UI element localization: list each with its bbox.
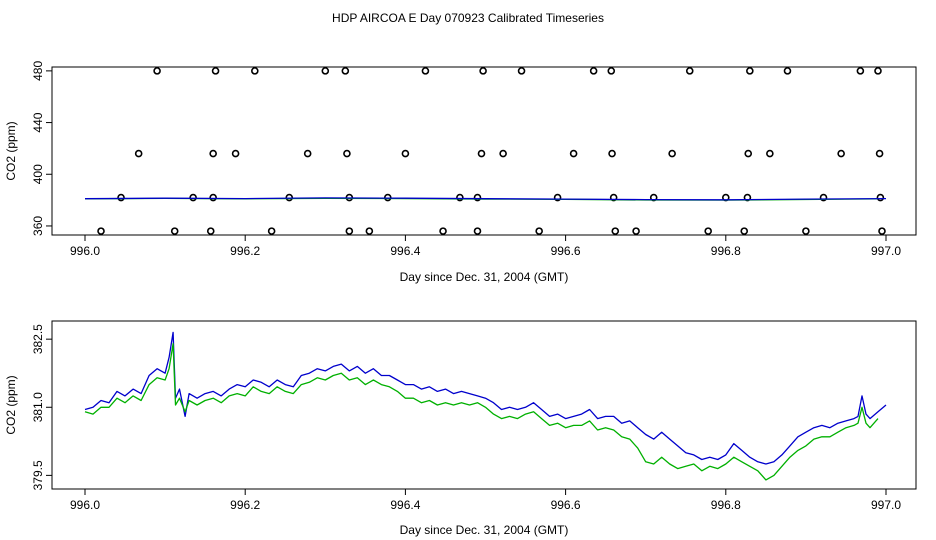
y-tick-label: 379.5 — [31, 460, 45, 490]
x-tick-label: 996.2 — [230, 498, 260, 512]
scatter-point — [345, 227, 354, 235]
scatter-point — [517, 67, 526, 75]
x-tick-label: 996.8 — [711, 498, 741, 512]
scatter-point — [802, 227, 810, 235]
scatter-point — [134, 149, 143, 158]
scatter-point — [668, 149, 676, 158]
scatter-point — [609, 193, 618, 202]
scatter-point — [267, 227, 276, 235]
y-tick-label: 400 — [31, 164, 45, 184]
top-panel-x-axis: 996.0 996.2 996.4 996.6 996.8 997.0 — [70, 235, 901, 258]
x-tick-label: 996.6 — [551, 498, 581, 512]
y-tick-label: 381.0 — [31, 392, 45, 422]
scatter-point — [170, 227, 179, 235]
blue-series-line — [84, 331, 887, 465]
top-panel-frame — [51, 66, 917, 236]
scatter-point — [632, 227, 640, 235]
scatter-point — [211, 67, 220, 75]
scatter-point — [251, 67, 259, 75]
scatter-point — [569, 149, 578, 158]
scatter-point — [231, 149, 240, 158]
scatter-point — [766, 149, 774, 158]
top-panel-y-axis: 360 400 440 480 — [31, 61, 52, 236]
scatter-point — [608, 149, 616, 158]
scatter-point — [553, 193, 562, 202]
y-tick-label: 440 — [31, 112, 45, 132]
scatter-point — [479, 67, 487, 75]
x-tick-label: 997.0 — [871, 244, 901, 258]
top-panel-series — [84, 67, 887, 235]
x-tick-label: 996.2 — [230, 244, 260, 258]
scatter-point — [499, 149, 507, 158]
scatter-point — [209, 193, 217, 202]
scatter-point — [704, 227, 712, 235]
x-tick-label: 997.0 — [871, 498, 901, 512]
scatter-point — [740, 227, 749, 235]
bottom-panel-y-axis: 379.5 381.0 382.5 — [31, 324, 52, 490]
bottom-panel: 996.0 996.2 996.4 996.6 996.8 997.0 379.5 381.… — [4, 320, 917, 537]
scatter-point — [343, 149, 351, 158]
bottom-panel-ylabel: CO2 (ppm) — [4, 375, 18, 434]
scatter-point — [856, 67, 865, 75]
scatter-point — [874, 67, 882, 75]
x-tick-label: 996.6 — [551, 244, 581, 258]
scatter-point — [589, 67, 598, 75]
scatter-point — [746, 67, 754, 75]
scatter-point — [303, 149, 312, 158]
scatter-point — [97, 227, 105, 235]
scatter-point — [685, 67, 694, 75]
scatter-point — [876, 193, 885, 202]
x-tick-label: 996.4 — [390, 244, 420, 258]
scatter-point — [439, 227, 447, 235]
figure-title: HDP AIRCOA E Day 070923 Calibrated Times… — [332, 11, 604, 25]
top-panel-ylabel: CO2 (ppm) — [4, 121, 18, 180]
bottom-panel-series — [84, 331, 887, 481]
scatter-point — [321, 67, 330, 75]
scatter-point — [875, 149, 884, 158]
scatter-point — [365, 227, 374, 235]
scatter-point — [535, 227, 543, 235]
green-series-line — [84, 343, 879, 481]
y-tick-label: 360 — [31, 216, 45, 236]
bottom-panel-frame — [51, 320, 917, 490]
scatter-point — [285, 193, 294, 202]
scatter-point — [456, 193, 464, 202]
y-tick-label: 480 — [31, 61, 45, 81]
scatter-point — [341, 67, 350, 75]
scatter-point — [473, 227, 482, 235]
scatter-point — [206, 227, 215, 235]
scatter-point — [117, 193, 125, 202]
scatter-point — [473, 193, 482, 202]
scatter-point — [477, 149, 486, 158]
scatter-point — [209, 149, 217, 158]
x-tick-label: 996.0 — [70, 498, 100, 512]
blue-series-line — [84, 197, 887, 201]
top-panel-xlabel: Day since Dec. 31, 2004 (GMT) — [400, 270, 569, 284]
scatter-point — [878, 227, 886, 235]
x-tick-label: 996.8 — [711, 244, 741, 258]
bottom-panel-x-axis: 996.0 996.2 996.4 996.6 996.8 997.0 — [70, 489, 901, 512]
scatter-point — [189, 193, 197, 202]
bottom-panel-xlabel: Day since Dec. 31, 2004 (GMT) — [400, 523, 569, 537]
scatter-point — [607, 67, 616, 75]
scatter-point — [611, 227, 620, 235]
scatter-point — [819, 193, 828, 202]
top-panel: 996.0 996.2 996.4 996.6 996.8 997.0 360 400 440… — [4, 61, 917, 284]
scatter-point — [421, 67, 430, 75]
scatter-point — [401, 149, 410, 158]
y-tick-label: 382.5 — [31, 324, 45, 354]
scatter-point — [783, 67, 792, 75]
scatter-point — [744, 149, 753, 158]
scatter-point — [153, 67, 161, 75]
x-tick-label: 996.0 — [70, 244, 100, 258]
x-tick-label: 996.4 — [390, 498, 420, 512]
scatter-point — [837, 149, 845, 158]
